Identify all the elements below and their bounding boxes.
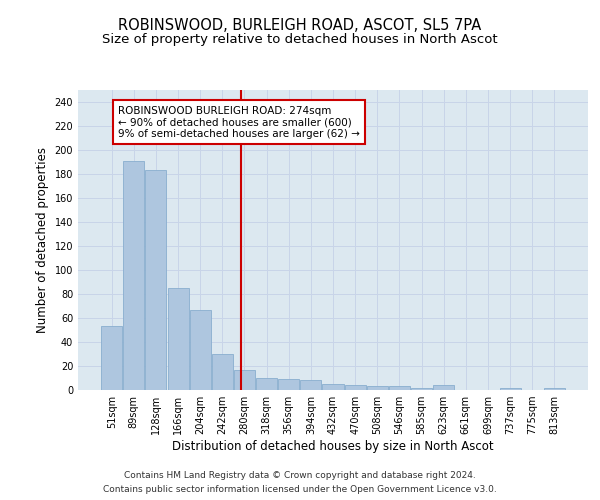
Bar [101, 326, 122, 390]
Text: ROBINSWOOD BURLEIGH ROAD: 274sqm
← 90% of detached houses are smaller (600)
9% o: ROBINSWOOD BURLEIGH ROAD: 274sqm ← 90% o… [118, 106, 360, 139]
X-axis label: Distribution of detached houses by size in North Ascot: Distribution of detached houses by size … [172, 440, 494, 453]
Bar [124, 161, 145, 390]
Text: Size of property relative to detached houses in North Ascot: Size of property relative to detached ho… [102, 32, 498, 46]
Bar [256, 378, 277, 390]
Bar [433, 385, 454, 390]
Bar [301, 380, 322, 390]
Text: Contains HM Land Registry data © Crown copyright and database right 2024.: Contains HM Land Registry data © Crown c… [124, 472, 476, 480]
Text: ROBINSWOOD, BURLEIGH ROAD, ASCOT, SL5 7PA: ROBINSWOOD, BURLEIGH ROAD, ASCOT, SL5 7P… [118, 18, 482, 32]
Bar [234, 370, 255, 390]
Y-axis label: Number of detached properties: Number of detached properties [36, 147, 49, 333]
Bar [544, 388, 565, 390]
Text: Contains public sector information licensed under the Open Government Licence v3: Contains public sector information licen… [103, 486, 497, 494]
Bar [145, 170, 166, 390]
Bar [367, 386, 388, 390]
Bar [411, 388, 432, 390]
Bar [212, 354, 233, 390]
Bar [190, 310, 211, 390]
Bar [500, 388, 521, 390]
Bar [278, 379, 299, 390]
Bar [344, 385, 365, 390]
Bar [389, 386, 410, 390]
Bar [167, 288, 188, 390]
Bar [322, 384, 344, 390]
